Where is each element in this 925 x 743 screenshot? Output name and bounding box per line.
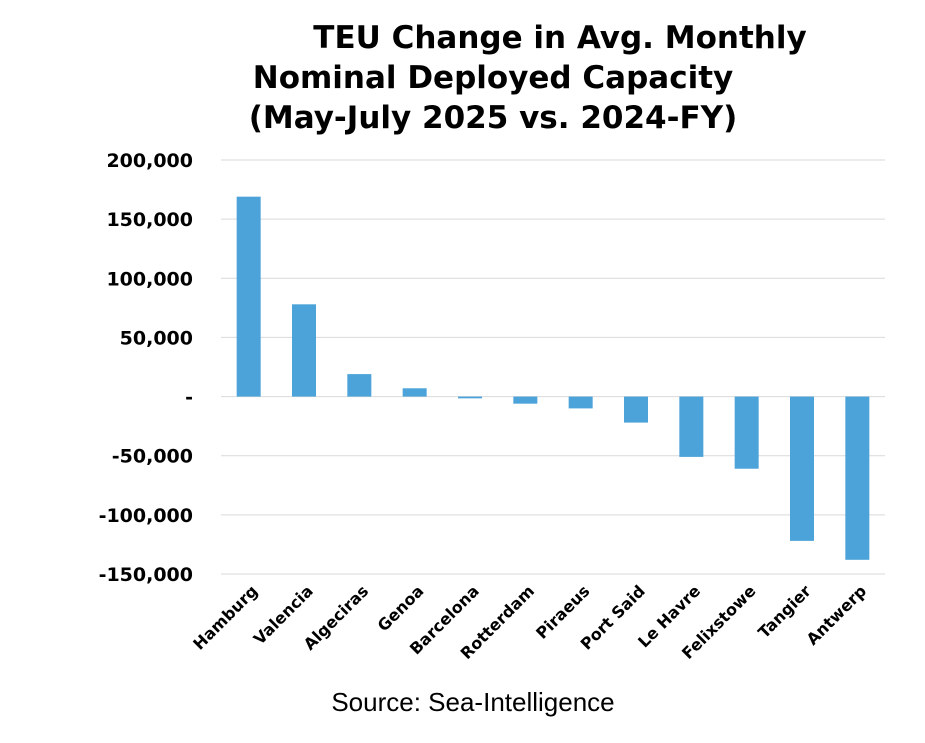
bar-rotterdam (513, 396, 538, 404)
gridlines (221, 159, 885, 575)
y-tick-label: 50,000 (120, 327, 193, 349)
chart-title-line-1: TEU Change in Avg. Monthly (313, 20, 806, 56)
bar-antwerp (845, 396, 870, 560)
bar-tangier (790, 396, 814, 541)
chart-title-line-2: Nominal Deployed Capacity (253, 60, 733, 96)
y-tick-label: -50,000 (112, 446, 193, 468)
bar-port-said (624, 396, 648, 423)
y-tick-label: - (185, 387, 193, 409)
y-tick-label: 200,000 (106, 150, 193, 172)
chart-title-line-3: (May-July 2025 vs. 2024-FY) (249, 100, 738, 136)
y-axis-ticks: 200,000 150,000 100,000 50,000 - -50,000 -100,… (99, 150, 193, 586)
x-tick-label: Genoa (374, 581, 428, 635)
x-tick-label: Hamburg (189, 581, 261, 653)
bar-le-havre (679, 396, 704, 457)
bars (236, 196, 870, 560)
y-tick-label: 100,000 (106, 268, 193, 290)
bar-piraeus (568, 396, 593, 409)
bar-hamburg (236, 196, 261, 397)
y-tick-label: -150,000 (99, 564, 193, 586)
bar-valencia (292, 304, 316, 397)
bar-algeciras (347, 374, 372, 397)
bar-genoa (402, 388, 427, 397)
source-note: Source: Sea-Intelligence (331, 687, 614, 717)
x-tick-label: Antwerp (803, 581, 870, 648)
y-tick-label: 150,000 (106, 209, 193, 231)
bar-felixstowe (734, 396, 759, 469)
bar-barcelona (458, 396, 482, 399)
y-tick-label: -100,000 (99, 505, 193, 527)
